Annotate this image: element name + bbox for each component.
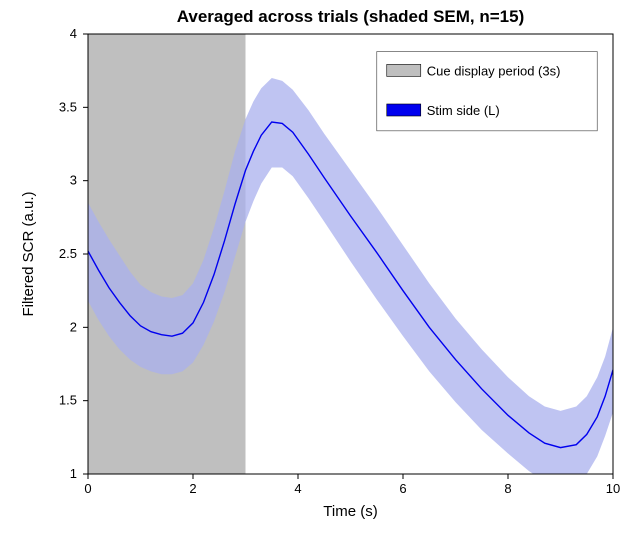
chart-container: 0 2 4 6 8 10 1 1.5 2 2.5 3 3.5 4 Time (s) Filtered SCR… <box>0 0 635 537</box>
legend-swatch <box>387 104 421 116</box>
x-tick-label: 10 <box>606 481 620 496</box>
x-tick-label: 0 <box>84 481 91 496</box>
x-tick-label: 4 <box>294 481 301 496</box>
legend-label: Cue display period (3s) <box>427 63 561 78</box>
chart-svg: 0 2 4 6 8 10 1 1.5 2 2.5 3 3.5 4 Time (s) Filtered SCR… <box>0 0 635 537</box>
x-tick-label: 8 <box>504 481 511 496</box>
x-tick-label: 6 <box>399 481 406 496</box>
x-tick-label: 2 <box>189 481 196 496</box>
y-tick-label: 2 <box>70 319 77 334</box>
chart-title: Averaged across trials (shaded SEM, n=15… <box>177 7 525 26</box>
y-tick-label: 1.5 <box>59 393 77 408</box>
y-tick-label: 4 <box>70 26 77 41</box>
legend: Cue display period (3s) Stim side (L) <box>377 52 598 131</box>
legend-swatch <box>387 64 421 76</box>
y-tick-label: 2.5 <box>59 246 77 261</box>
y-tick-label: 3.5 <box>59 99 77 114</box>
x-axis-label: Time (s) <box>323 503 377 520</box>
legend-label: Stim side (L) <box>427 103 500 118</box>
y-axis-label: Filtered SCR (a.u.) <box>20 191 37 316</box>
y-tick-label: 3 <box>70 173 77 188</box>
y-tick-label: 1 <box>70 466 77 481</box>
